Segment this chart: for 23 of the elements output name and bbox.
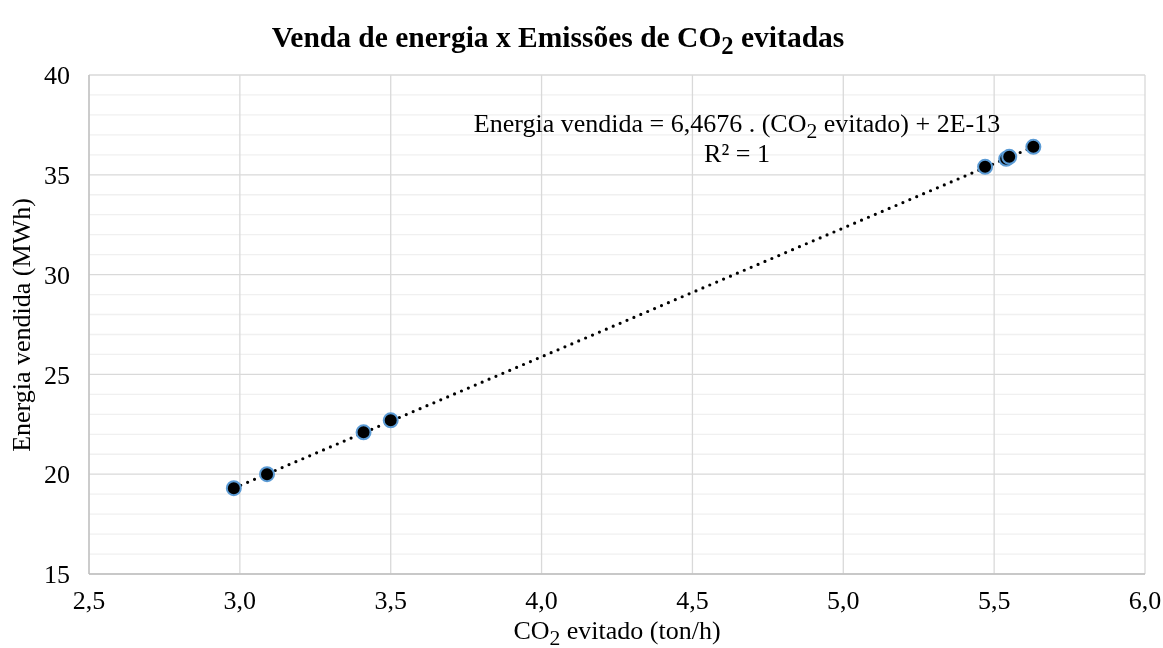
x-tick-label: 3,0 [223,586,257,616]
x-tick-label: 3,5 [374,586,407,616]
x-tick-label: 5,0 [827,586,860,616]
y-tick-label: 25 [44,360,70,390]
x-tick-label: 6,0 [1128,586,1162,616]
x-axis-title: CO$_{2}$ evitado (ton/h) [512,616,722,648]
point [259,466,276,483]
y-axis-title: Energia vendida (MWh) [7,196,37,454]
x-tick-label: 2,5 [72,586,106,616]
x-tick-label: 4,5 [676,586,709,616]
point [355,424,372,441]
y-tick-label: 15 [44,560,70,590]
y-tick-label: 20 [44,460,70,490]
chart-title: Venda de energia x Emissões de CO$_{2}$ evitadas [270,20,846,59]
x-tick-label: 4,0 [525,586,558,616]
y-tick-label: 40 [44,61,70,91]
y-tick-label: 35 [44,161,70,191]
x-tick-label: 5,5 [977,586,1011,616]
point [1025,138,1042,155]
y-tick-label: 30 [44,260,70,290]
point [382,412,399,429]
point [225,480,242,497]
point [977,158,994,175]
